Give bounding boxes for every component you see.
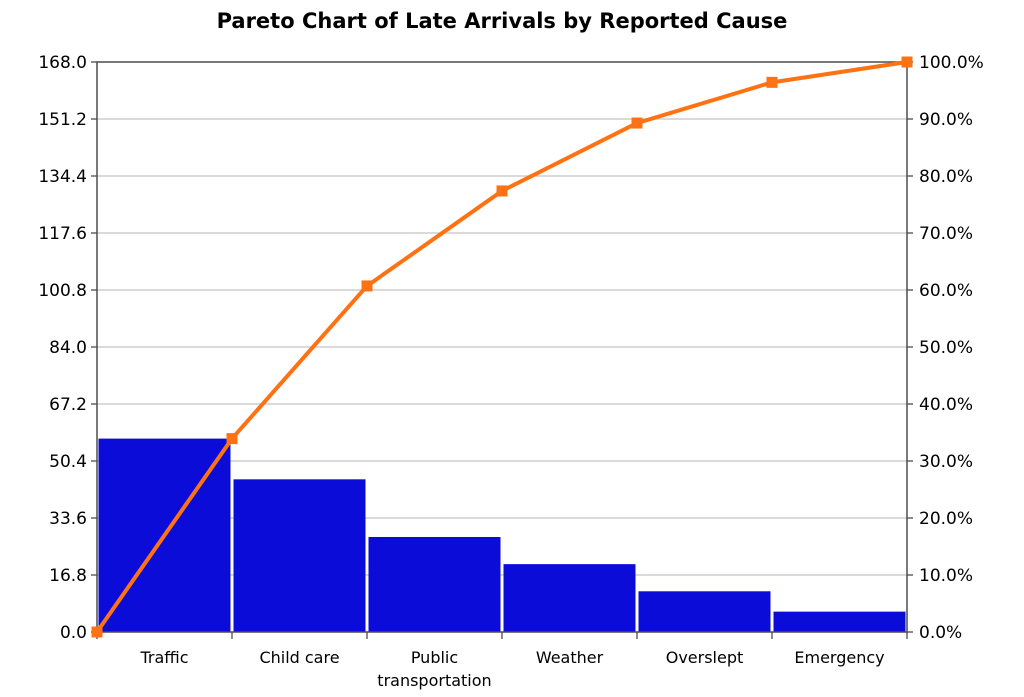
cumulative-marker bbox=[361, 280, 373, 292]
right-axis-tick-label: 20.0% bbox=[919, 509, 973, 529]
left-axis-tick-label: 134.4 bbox=[38, 167, 87, 187]
x-axis-category-label: Child care bbox=[259, 648, 339, 667]
left-axis-tick-label: 151.2 bbox=[38, 110, 87, 130]
bar-child-care bbox=[233, 479, 366, 632]
left-axis-tick-label: 16.8 bbox=[49, 566, 87, 586]
right-axis-tick-label: 70.0% bbox=[919, 224, 973, 244]
x-axis-category-label: Overslept bbox=[666, 648, 744, 667]
right-axis-tick-label: 60.0% bbox=[919, 281, 973, 301]
right-axis-tick-label: 10.0% bbox=[919, 566, 973, 586]
left-axis-tick-label: 50.4 bbox=[49, 452, 87, 472]
right-axis-tick-label: 30.0% bbox=[919, 452, 973, 472]
cumulative-marker bbox=[631, 117, 643, 129]
left-axis-tick-label: 33.6 bbox=[49, 509, 87, 529]
bar-overslept bbox=[638, 591, 771, 632]
right-axis-tick-label: 80.0% bbox=[919, 167, 973, 187]
cumulative-marker bbox=[766, 76, 778, 88]
right-axis-tick-label: 40.0% bbox=[919, 395, 973, 415]
cumulative-marker bbox=[496, 185, 508, 197]
right-axis-tick-label: 100.0% bbox=[919, 53, 984, 73]
bar-emergency bbox=[773, 611, 906, 632]
x-axis-category-label: Traffic bbox=[139, 648, 188, 667]
chart-title: Pareto Chart of Late Arrivals by Reporte… bbox=[216, 9, 788, 33]
bar-public-transportation bbox=[368, 537, 501, 632]
left-axis-tick-label: 117.6 bbox=[38, 224, 87, 244]
x-axis-category-label: Weather bbox=[536, 648, 604, 667]
right-axis-tick-label: 50.0% bbox=[919, 338, 973, 358]
cumulative-marker bbox=[91, 626, 103, 638]
cumulative-marker bbox=[226, 433, 238, 445]
x-axis-category-label: transportation bbox=[377, 671, 491, 690]
left-axis-tick-label: 84.0 bbox=[49, 338, 87, 358]
left-axis-tick-label: 168.0 bbox=[38, 53, 87, 73]
x-axis-category-label: Public bbox=[411, 648, 458, 667]
left-axis-tick-label: 0.0 bbox=[60, 623, 87, 643]
right-axis-tick-label: 90.0% bbox=[919, 110, 973, 130]
left-axis-tick-label: 67.2 bbox=[49, 395, 87, 415]
bar-weather bbox=[503, 564, 636, 632]
right-axis-tick-label: 0.0% bbox=[919, 623, 962, 643]
cumulative-marker bbox=[901, 56, 913, 68]
x-axis-category-label: Emergency bbox=[794, 648, 884, 667]
left-axis-tick-label: 100.8 bbox=[38, 281, 87, 301]
